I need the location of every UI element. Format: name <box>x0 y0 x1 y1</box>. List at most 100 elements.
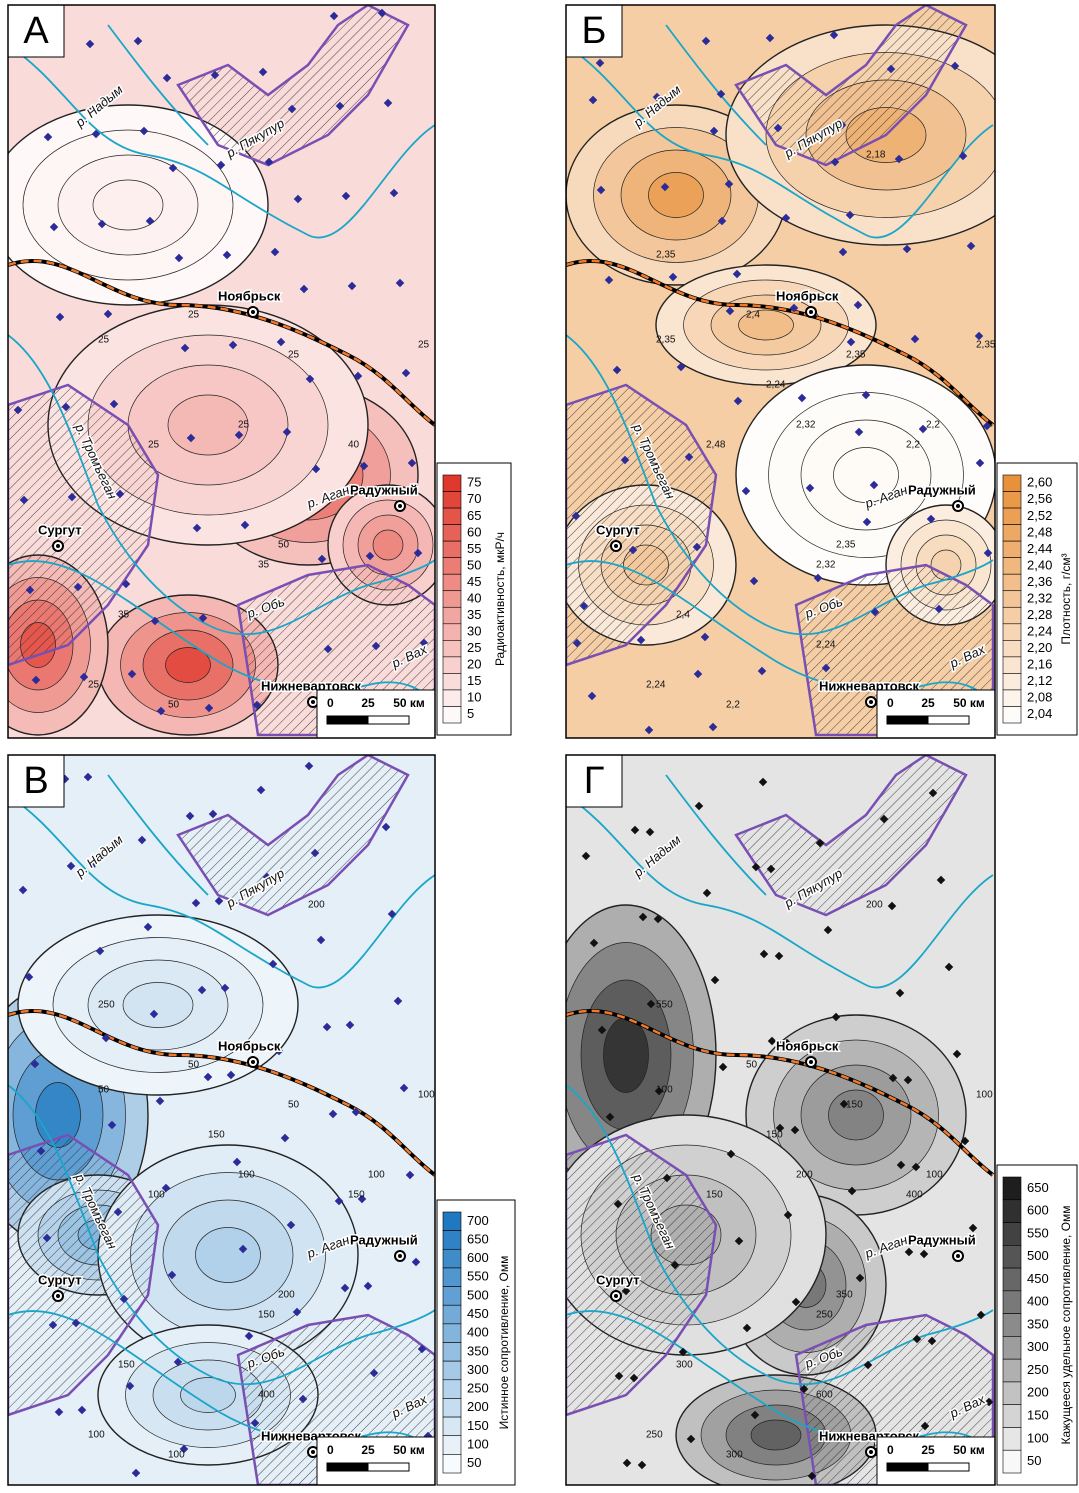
river <box>566 1310 994 1456</box>
well <box>286 1220 296 1230</box>
well <box>335 101 345 111</box>
scale-bar <box>367 715 410 725</box>
contour-zone <box>603 1017 649 1093</box>
river <box>8 44 435 239</box>
contour-label: 25 <box>88 680 100 691</box>
city-label: Сургут <box>38 1272 82 1287</box>
legend-swatch <box>442 1435 462 1455</box>
well <box>974 331 984 341</box>
well <box>186 433 196 443</box>
contour-label: 50 <box>188 1060 200 1071</box>
contour-label: 100 <box>148 1190 165 1201</box>
river <box>8 560 435 706</box>
legend-label: 20 <box>467 657 481 672</box>
well <box>387 909 397 919</box>
legend-title: Радиоактивность, мкР/ч <box>493 532 507 666</box>
scale-bar <box>326 1462 369 1472</box>
well <box>982 421 992 431</box>
legend-swatch <box>1002 656 1022 674</box>
city-label: Сургут <box>38 522 82 537</box>
well <box>262 872 272 882</box>
scale-box <box>876 689 996 739</box>
legend-label: 200 <box>1027 1385 1049 1400</box>
well <box>347 281 357 291</box>
legend-label: 2,04 <box>1027 706 1052 721</box>
well <box>97 219 107 229</box>
contour-label: 50 <box>278 540 290 551</box>
well <box>234 430 244 440</box>
contour-label: 2,2 <box>726 700 740 711</box>
legend-swatch <box>1002 1176 1022 1201</box>
legend-swatch <box>442 606 462 625</box>
legend-label: 2,56 <box>1027 491 1052 506</box>
well <box>274 1046 284 1056</box>
legend-label: 50 <box>467 557 481 572</box>
well <box>413 548 423 558</box>
legend-swatch <box>1002 706 1022 724</box>
contour-label: 100 <box>656 1085 673 1096</box>
legend-swatch <box>442 507 462 525</box>
legend-swatch <box>1002 491 1022 509</box>
legend: 700 650 600 550 500 450 400 350 300 250 200 150 100 5… <box>436 1199 516 1486</box>
legend-label: 300 <box>1027 1339 1049 1354</box>
legend-label: 2,60 <box>1027 475 1052 490</box>
contour-label: 2,35 <box>656 335 676 346</box>
well <box>317 554 327 564</box>
well <box>975 458 985 468</box>
scale-label: 0 <box>887 696 894 710</box>
contour-label: 2,4 <box>676 610 690 621</box>
legend-swatch <box>442 1360 462 1381</box>
city-label: Радужный <box>350 1232 418 1247</box>
contour-label: 200 <box>866 900 883 911</box>
legend-label: 55 <box>467 541 481 556</box>
legend-swatch <box>442 524 462 542</box>
legend-swatch <box>442 1323 462 1343</box>
legend-swatch <box>1002 1427 1022 1451</box>
contour-label: 150 <box>258 1310 275 1321</box>
city-label: Ноябрьск <box>776 288 839 303</box>
scale-bar <box>927 1462 970 1472</box>
legend-label: 2,44 <box>1027 541 1052 556</box>
city-marker <box>809 1060 813 1064</box>
letter-box <box>7 754 65 808</box>
legend-title: Истинное сопротивление, Омм <box>497 1256 511 1430</box>
legend-swatch <box>442 540 462 558</box>
legend-swatch <box>1002 1222 1022 1246</box>
legend-swatch <box>1002 557 1022 575</box>
legend-label: 400 <box>1027 1294 1049 1309</box>
well <box>411 1257 421 1267</box>
well <box>741 486 751 496</box>
well <box>264 157 274 167</box>
hatched-zone <box>176 5 410 167</box>
well <box>174 253 184 263</box>
city-label: Радужный <box>908 1232 976 1247</box>
legend-label: 250 <box>467 1381 489 1396</box>
well <box>133 36 143 46</box>
well <box>276 337 286 347</box>
scale-bar <box>927 715 970 725</box>
legend-label: 40 <box>467 590 481 605</box>
hatched-zone <box>8 383 160 667</box>
river <box>107 774 209 896</box>
well <box>305 374 315 384</box>
legend-label: 150 <box>467 1418 489 1433</box>
well <box>216 160 226 170</box>
well <box>918 424 928 434</box>
legend-swatch <box>1002 1358 1022 1383</box>
scale-label: 50 км <box>393 1443 425 1457</box>
contour-label: 2,35 <box>656 250 676 261</box>
contour-label: 350 <box>836 1290 853 1301</box>
contour-label: 50 <box>288 1100 300 1111</box>
contour-label: 35 <box>258 560 270 571</box>
well <box>13 405 23 415</box>
well <box>377 8 387 18</box>
legend-label: 2,48 <box>1027 524 1052 539</box>
well <box>399 1083 409 1093</box>
well <box>383 98 393 108</box>
well <box>797 393 807 403</box>
scale-bar <box>886 715 929 725</box>
legend-label: 700 <box>467 1213 489 1228</box>
contour-zone <box>92 179 164 231</box>
well <box>67 492 77 502</box>
